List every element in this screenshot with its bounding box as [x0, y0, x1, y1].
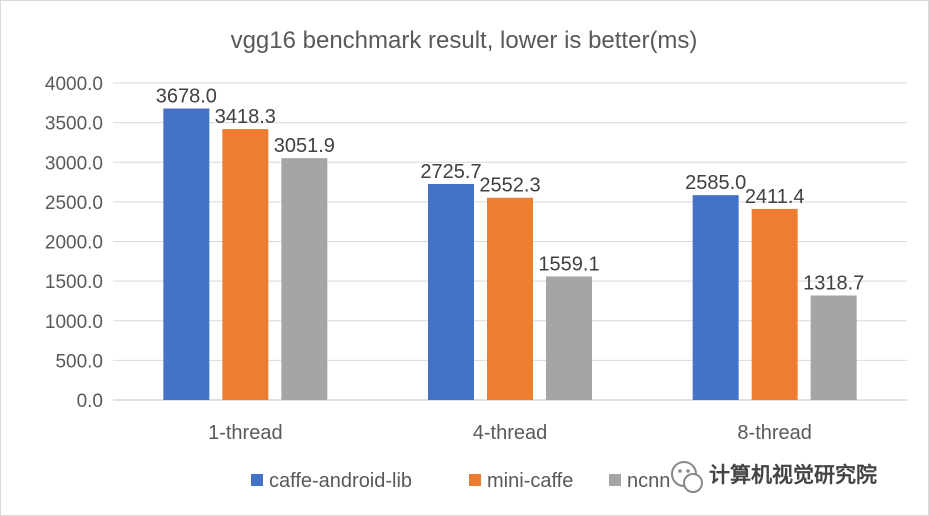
data-label: 2725.7	[420, 161, 481, 183]
bar-caffe-android-lib-4-thread	[428, 183, 474, 400]
y-tick-label: 3500.0	[45, 114, 103, 135]
legend-swatch	[469, 474, 481, 486]
y-tick-label: 0.0	[77, 391, 103, 412]
data-label: 3418.3	[215, 106, 276, 128]
y-tick-label: 2500.0	[45, 193, 103, 214]
y-tick-label: 2000.0	[45, 233, 103, 254]
x-axis: 1-thread 4-thread 8-thread	[208, 422, 812, 444]
bar-ncnn-1-thread	[281, 158, 328, 400]
data-label: 1559.1	[538, 253, 599, 275]
y-tick-label: 4000.0	[45, 74, 103, 95]
bar-ncnn-8-thread	[810, 295, 857, 400]
x-tick-label: 4-thread	[473, 422, 548, 444]
data-label: 2552.3	[479, 175, 540, 197]
legend: caffe-android-lib mini-caffe ncnn	[251, 470, 670, 492]
bar-mini-caffe-1-thread	[222, 129, 269, 400]
bars	[163, 108, 857, 401]
data-label: 1318.7	[803, 272, 864, 294]
legend-swatch	[251, 474, 263, 486]
legend-entry: caffe-android-lib	[269, 470, 412, 492]
y-tick-label: 1500.0	[45, 272, 103, 293]
chart-title: vgg16 benchmark result, lower is better(…	[231, 27, 698, 54]
x-tick-label: 8-thread	[737, 422, 812, 444]
legend-swatch	[609, 474, 621, 486]
data-label: 3051.9	[274, 135, 335, 157]
legend-entry: ncnn	[627, 470, 670, 492]
bar-mini-caffe-4-thread	[487, 197, 533, 400]
wechat-icon	[671, 461, 703, 493]
y-axis: 0.0 500.0 1000.0 1500.0 2000.0 2500.0 3000.0 35…	[45, 74, 103, 412]
bar-mini-caffe-8-thread	[751, 208, 798, 400]
bar-ncnn-4-thread	[546, 276, 592, 400]
data-label: 3678.0	[156, 86, 217, 108]
x-tick-label: 1-thread	[208, 422, 283, 444]
watermark-text: 计算机视觉研究院	[709, 463, 877, 487]
y-tick-label: 1000.0	[45, 312, 103, 333]
legend-entry: mini-caffe	[487, 470, 573, 492]
y-tick-label: 3000.0	[45, 153, 103, 174]
data-label: 2411.4	[745, 186, 805, 208]
y-tick-label: 500.0	[55, 351, 103, 372]
bar-caffe-android-lib-1-thread	[163, 108, 210, 401]
data-label: 2585.0	[685, 172, 746, 194]
watermark: 计算机视觉研究院	[671, 461, 877, 493]
bar-caffe-android-lib-8-thread	[692, 195, 739, 400]
